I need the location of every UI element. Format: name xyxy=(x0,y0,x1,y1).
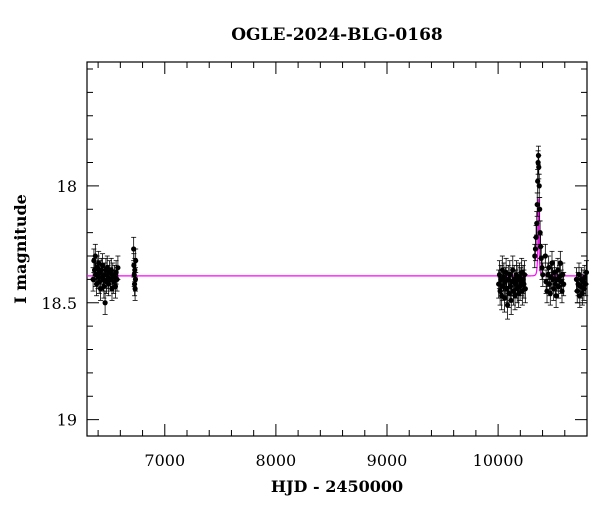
data-point xyxy=(547,290,553,297)
data-point xyxy=(574,288,580,294)
data-point xyxy=(537,206,543,212)
x-tick-label: 9000 xyxy=(367,451,408,470)
model-curve xyxy=(87,198,587,277)
data-point xyxy=(534,220,540,226)
x-tick-label: 7000 xyxy=(144,451,185,470)
data-point xyxy=(501,295,508,301)
data-point xyxy=(546,281,553,287)
y-axis-label: I magnitude xyxy=(11,194,30,304)
data-point xyxy=(522,286,528,292)
data-point xyxy=(508,297,514,304)
y-tick-label: 18 xyxy=(57,177,77,196)
plot-area-border xyxy=(86,61,588,437)
data-point xyxy=(507,272,513,278)
y-tick-label: 19 xyxy=(57,411,77,430)
data-point xyxy=(539,265,545,271)
data-point xyxy=(104,265,110,271)
chart-title: OGLE-2024-BLG-0168 xyxy=(231,25,443,45)
x-axis-label: HJD - 2450000 xyxy=(271,477,403,496)
data-point xyxy=(115,265,121,271)
y-tick-label: 18.5 xyxy=(41,294,77,313)
data-point xyxy=(131,281,138,287)
data-point xyxy=(560,272,566,278)
data-point xyxy=(556,283,562,289)
tick-labels: 7000 8000 9000 10000 18 18.5 19 xyxy=(41,177,523,470)
data-point xyxy=(102,300,108,306)
data-point xyxy=(538,255,544,261)
data-point xyxy=(583,269,590,275)
data-points-layer xyxy=(90,145,590,320)
data-point xyxy=(561,281,567,287)
tick-marks xyxy=(87,62,588,436)
data-point xyxy=(533,234,539,240)
data-point xyxy=(553,293,559,299)
data-point xyxy=(550,276,556,282)
data-point xyxy=(536,183,542,189)
x-tick-label: 10000 xyxy=(473,451,524,470)
data-point xyxy=(537,230,543,236)
data-point xyxy=(542,253,548,259)
data-point xyxy=(536,164,542,170)
x-tick-label: 8000 xyxy=(256,451,297,470)
model-curve-layer xyxy=(87,198,587,277)
data-point xyxy=(540,272,546,278)
plot-frame xyxy=(86,61,588,437)
data-point xyxy=(546,265,552,271)
data-point xyxy=(99,262,106,268)
data-point xyxy=(113,269,119,275)
data-point xyxy=(549,260,555,266)
data-point xyxy=(132,276,139,282)
data-point xyxy=(532,253,538,259)
data-point xyxy=(133,258,139,264)
data-point xyxy=(132,267,138,273)
data-point xyxy=(534,201,540,208)
